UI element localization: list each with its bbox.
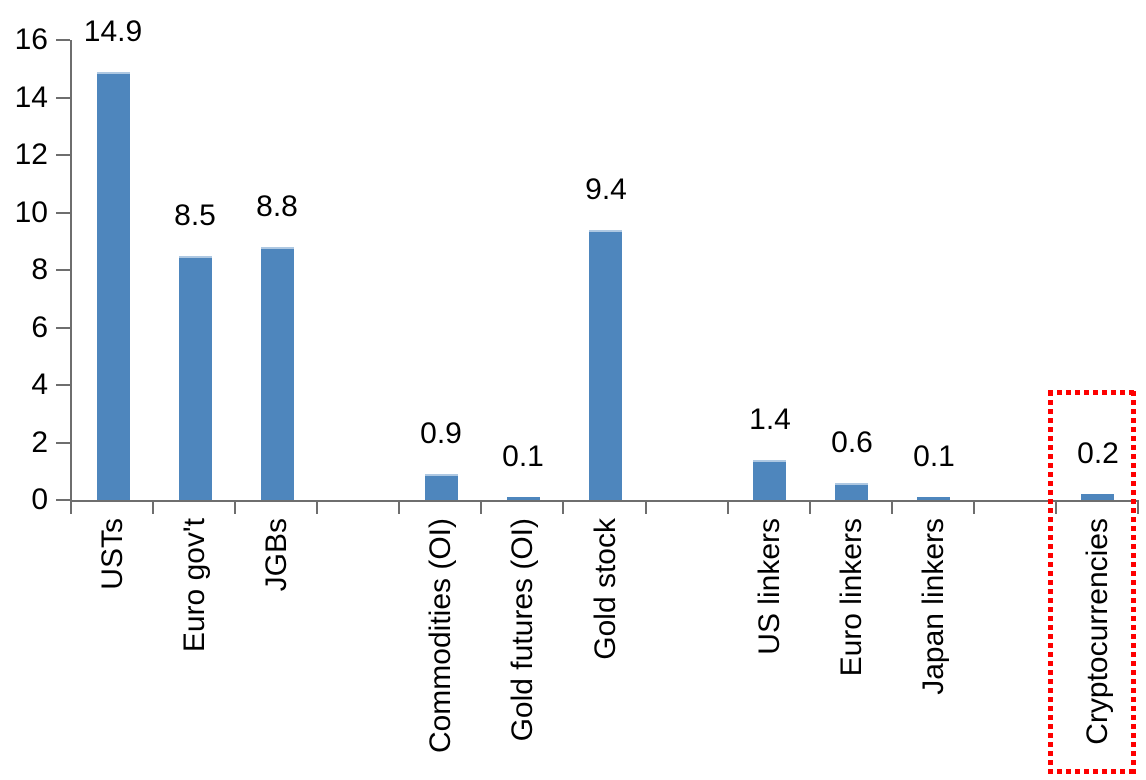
bar bbox=[97, 72, 130, 500]
y-tick bbox=[56, 212, 70, 214]
bar bbox=[753, 460, 786, 500]
x-tick bbox=[398, 500, 400, 514]
crypto-highlight-box bbox=[1048, 390, 1136, 774]
y-tick bbox=[56, 97, 70, 99]
bar-value-label: 0.6 bbox=[831, 426, 873, 459]
bar bbox=[261, 247, 294, 500]
bar-value-label: 0.1 bbox=[913, 440, 955, 473]
category-label: Euro gov't bbox=[178, 518, 211, 653]
y-tick-label: 12 bbox=[14, 138, 48, 171]
bar bbox=[589, 230, 622, 500]
x-tick bbox=[809, 500, 811, 514]
y-tick bbox=[56, 154, 70, 156]
x-tick bbox=[562, 500, 564, 514]
category-label: Commodities (OI) bbox=[424, 518, 457, 754]
y-axis bbox=[70, 40, 72, 502]
y-tick-label: 16 bbox=[14, 23, 48, 56]
bar bbox=[835, 483, 868, 500]
y-tick bbox=[56, 269, 70, 271]
bar bbox=[917, 497, 950, 500]
bar-value-label: 0.1 bbox=[502, 440, 544, 473]
y-tick bbox=[56, 327, 70, 329]
x-tick bbox=[645, 500, 647, 514]
y-tick bbox=[56, 499, 70, 501]
x-tick bbox=[480, 500, 482, 514]
category-label: US linkers bbox=[753, 518, 786, 655]
x-tick bbox=[70, 500, 72, 514]
y-tick-label: 0 bbox=[31, 483, 48, 516]
category-label: Gold stock bbox=[589, 518, 622, 660]
bar bbox=[425, 474, 458, 500]
y-tick bbox=[56, 384, 70, 386]
x-tick bbox=[973, 500, 975, 514]
x-tick bbox=[152, 500, 154, 514]
x-tick bbox=[891, 500, 893, 514]
bar-value-label: 8.5 bbox=[174, 199, 216, 232]
bar-value-label: 8.8 bbox=[256, 190, 298, 223]
category-label: Euro linkers bbox=[835, 518, 868, 677]
y-tick-label: 6 bbox=[31, 311, 48, 344]
bar bbox=[179, 256, 212, 500]
y-tick-label: 10 bbox=[14, 196, 48, 229]
category-label: Gold futures (OI) bbox=[506, 518, 539, 742]
x-tick bbox=[234, 500, 236, 514]
x-tick bbox=[1137, 500, 1139, 514]
bar-value-label: 14.9 bbox=[83, 15, 143, 48]
category-label: JGBs bbox=[260, 518, 293, 592]
y-tick-label: 2 bbox=[31, 426, 48, 459]
y-tick bbox=[56, 442, 70, 444]
bar bbox=[507, 497, 540, 500]
x-tick bbox=[727, 500, 729, 514]
bar-value-label: 0.9 bbox=[420, 417, 462, 450]
y-tick bbox=[56, 39, 70, 41]
bar-value-label: 1.4 bbox=[749, 403, 791, 436]
category-label: Japan linkers bbox=[917, 518, 950, 695]
y-tick-label: 8 bbox=[31, 253, 48, 286]
bar-value-label: 9.4 bbox=[585, 173, 627, 206]
y-tick-label: 14 bbox=[14, 81, 48, 114]
y-tick-label: 4 bbox=[31, 368, 48, 401]
x-tick bbox=[316, 500, 318, 514]
x-axis bbox=[70, 500, 1139, 502]
category-label: USTs bbox=[96, 518, 129, 590]
